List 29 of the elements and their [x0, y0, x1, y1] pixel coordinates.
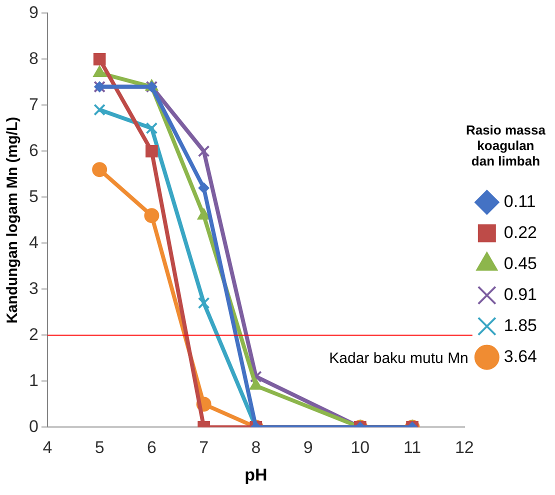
y-tick-label: 2 — [28, 324, 38, 344]
y-tick-label: 1 — [28, 370, 38, 390]
x-tick-label: 6 — [146, 438, 156, 458]
x-tick-label: 11 — [403, 438, 422, 458]
legend-label: 1.85 — [504, 316, 538, 335]
x-axis-title: pH — [244, 465, 268, 484]
legend-label: 0.11 — [504, 192, 536, 211]
y-axis-title: Kandungan logam Mn (mg/L) — [4, 116, 22, 324]
y-tick-label: 3 — [28, 278, 38, 298]
x-tick-label: 5 — [94, 438, 104, 458]
legend-label: 0.45 — [504, 254, 538, 273]
x-tick-label: 9 — [303, 438, 313, 458]
y-tick-label: 6 — [28, 140, 38, 160]
legend-label: 3.64 — [504, 346, 538, 366]
x-tick-label: 10 — [350, 438, 370, 458]
y-tick-label: 4 — [28, 232, 38, 252]
y-tick-label: 8 — [28, 48, 38, 68]
legend-label: 0.91 — [504, 284, 538, 304]
y-tick-label: 9 — [28, 2, 38, 22]
y-tick-label: 5 — [28, 186, 38, 206]
ref-line-label: Kadar baku mutu Mn — [329, 350, 468, 368]
legend-title: Rasio massa koagulan dan limbah — [466, 122, 546, 168]
x-tick-label: 4 — [42, 438, 52, 458]
x-tick-label: 8 — [251, 438, 261, 458]
y-tick-label: 7 — [28, 94, 38, 114]
x-tick-label: 12 — [454, 438, 474, 458]
legend-label: 0.22 — [504, 222, 538, 242]
y-tick-label: 0 — [28, 416, 38, 436]
x-tick-label: 7 — [199, 438, 209, 458]
